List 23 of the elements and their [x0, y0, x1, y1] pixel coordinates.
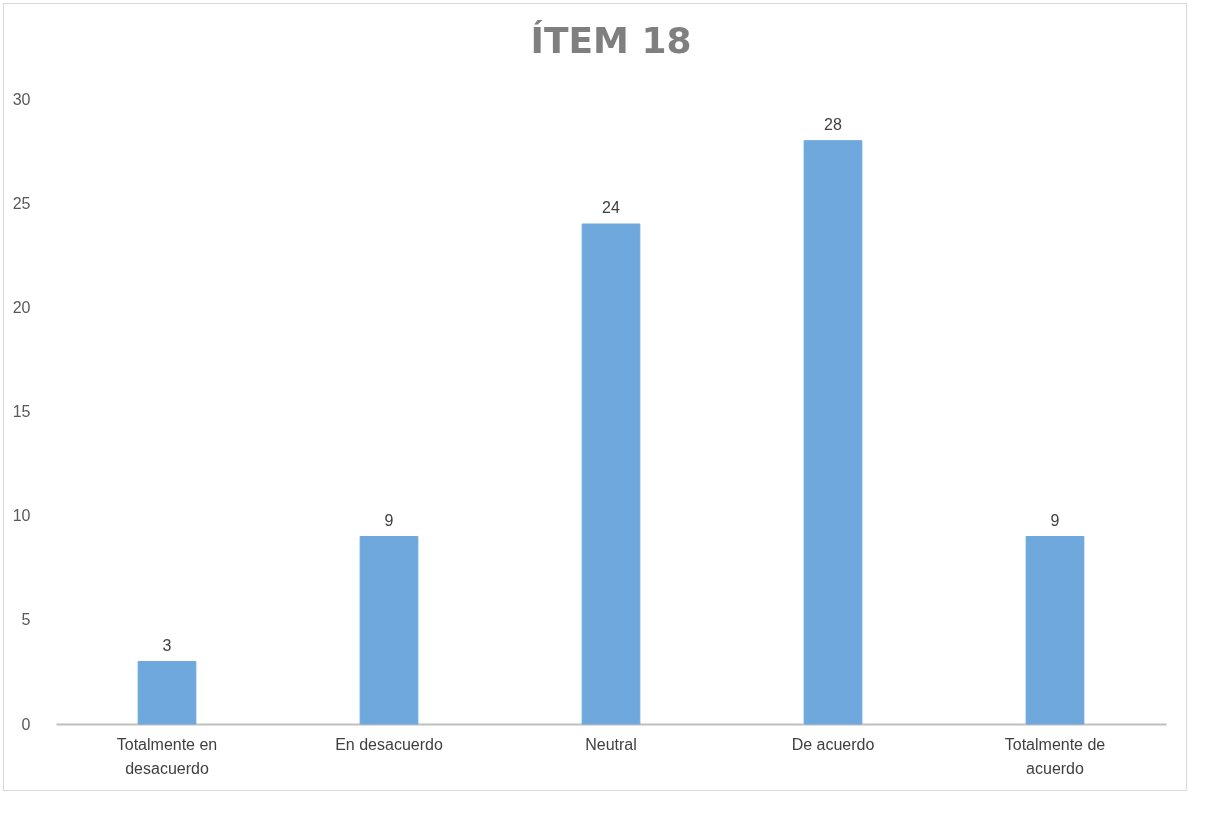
y-tick-label: 0 — [21, 715, 31, 733]
bar — [803, 140, 863, 725]
data-label: 24 — [602, 199, 620, 216]
x-tick-label: Totalmente de acuerdo — [1004, 735, 1106, 777]
y-tick-label: 30 — [12, 90, 31, 108]
y-tick-label: 5 — [21, 611, 31, 629]
y-tick-label: 20 — [12, 298, 31, 316]
y-tick-label: 10 — [12, 507, 31, 525]
y-tick-label: 15 — [12, 403, 31, 420]
chart-title: ÍTEM 18 — [530, 20, 692, 61]
x-tick-label: Neutral — [585, 735, 637, 753]
x-tick-label: Totalmente en desacuerdo — [116, 735, 218, 777]
bar — [137, 661, 197, 725]
bar — [581, 223, 641, 725]
data-label: 9 — [384, 511, 394, 529]
bar — [1025, 536, 1085, 725]
data-label: 9 — [1050, 511, 1060, 529]
x-tick-label: De acuerdo — [791, 735, 875, 753]
bar — [359, 536, 419, 725]
data-label: 28 — [824, 115, 842, 133]
data-label: 3 — [162, 636, 172, 654]
y-tick-label: 25 — [12, 194, 31, 212]
x-tick-label: En desacuerdo — [335, 735, 443, 753]
